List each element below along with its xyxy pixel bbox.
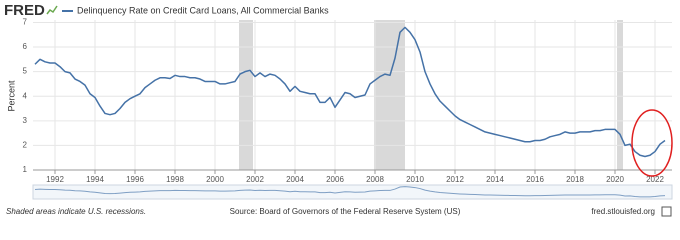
chart: FRED Delinquency Rate on Credit Card Loa…: [4, 1, 673, 217]
x-tick-label: 2022: [646, 175, 664, 184]
y-axis-label: Percent: [6, 80, 16, 112]
recession-band: [617, 20, 623, 170]
x-tick-label: 2000: [206, 175, 224, 184]
x-tick-label: 2018: [566, 175, 584, 184]
y-tick-label: 5: [23, 67, 28, 76]
fullscreen-icon[interactable]: [661, 206, 672, 217]
site: fred.stlouisfed.org: [591, 207, 655, 216]
y-tick-label: 2: [23, 141, 28, 150]
x-tick-label: 2008: [366, 175, 384, 184]
x-tick-label: 2012: [446, 175, 464, 184]
recession-note: Shaded areas indicate U.S. recessions.: [6, 207, 146, 216]
plot-area: 1 2 3 4 5 6 7 1992 1994 1996 1998 2000 2002 2004 2006 2…: [23, 18, 672, 184]
x-tick-label: 1998: [166, 175, 184, 184]
x-tick-label: 2004: [286, 175, 304, 184]
x-tick-label: 2002: [246, 175, 264, 184]
x-tick-label: 1994: [86, 175, 104, 184]
x-tick-label: 2016: [526, 175, 544, 184]
y-tick-label: 6: [23, 42, 28, 51]
x-tick-label: 1996: [126, 175, 144, 184]
logo-icon: [46, 5, 58, 15]
x-tick-label: 2020: [606, 175, 624, 184]
y-tick-label: 3: [23, 116, 28, 125]
y-tick-label: 4: [23, 91, 28, 100]
recession-band: [239, 20, 253, 170]
navigator-line: [34, 186, 666, 198]
recession-band: [374, 20, 405, 170]
x-tick-label: 2010: [406, 175, 424, 184]
x-tick-label: 1992: [46, 175, 64, 184]
logo: FRED: [4, 2, 45, 19]
y-tick-label: 7: [23, 18, 28, 27]
legend-label: Delinquency Rate on Credit Card Loans, A…: [77, 5, 329, 15]
x-tick-label: 2006: [326, 175, 344, 184]
x-tick-label: 2014: [486, 175, 504, 184]
highlight-circle: [631, 109, 673, 177]
data-line: [34, 26, 666, 158]
y-tick-label: 1: [23, 165, 28, 174]
source: Source: Board of Governors of the Federa…: [230, 207, 461, 216]
